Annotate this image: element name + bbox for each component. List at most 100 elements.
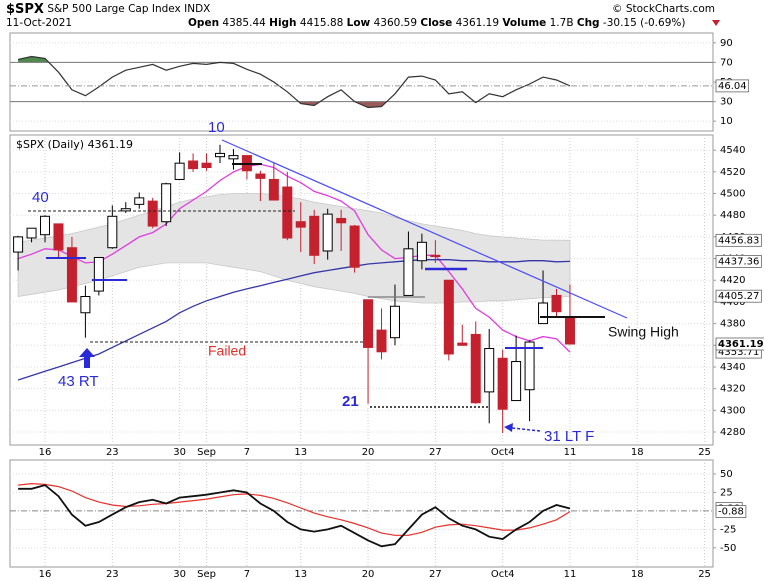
x-tick-label: 20 [362,447,375,458]
x-tick-label: 16 [39,447,52,458]
y-tick-label: 4520 [720,167,745,178]
legend-value: 4361.19 [88,138,134,151]
y-tick-label: 70 [720,57,733,68]
candle-body [551,294,562,313]
stat-label: Close [420,17,452,29]
candle-body [107,215,118,249]
last-value-box [715,337,764,351]
candle-body [363,299,374,348]
x-tick-label: 7 [244,569,250,580]
candle-body [26,227,37,239]
x-tick-label: 11 [564,569,577,580]
candle-body [295,221,306,228]
candle-body [403,248,414,296]
y-tick-label: -50 [720,543,736,554]
y-tick-label: 90 [720,38,733,49]
x-tick-label: 30 [173,447,186,458]
annotations: 10 40 43 RT Failed 21 31 LT F Swing High [28,119,679,445]
candle-body [188,160,199,170]
x-tick-label: 30 [173,569,186,580]
stat-value: 4415.88 [300,17,343,29]
x-tick-label: 20 [362,569,375,580]
arrow-head [504,423,513,432]
x-tick-label: 23 [106,569,119,580]
candle-body [147,200,158,227]
last-value-label: 4361.19 [718,339,764,350]
candle-body [255,173,266,179]
trend-line [221,139,628,319]
candle-body [322,213,333,252]
last-value-label: 4437.36 [718,256,759,267]
x-tick-label: 23 [106,447,119,458]
candle-body [282,186,293,239]
date: 11-Oct-2021 [6,17,72,29]
annotation: 43 RT [58,373,99,390]
x-tick-label: 27 [429,447,442,458]
overlay-line [17,259,571,381]
plot-layer: 16 23 30 Sep 7 13 20 27 Oct4 11 18 25 4280 4300 4320 43… [10,38,764,580]
y-tick-label: 4340 [720,362,745,373]
candle-body [376,329,387,353]
candle-body [13,236,24,253]
candle-body [93,256,104,292]
candle-body [161,183,172,223]
last-value-label: 46.04 [718,81,747,92]
y-tick-label: 4300 [720,405,745,416]
x-tick-label: Sep [197,569,216,580]
candle-body [511,361,522,402]
annotation: 21 [342,393,359,410]
candle-body [309,215,320,256]
candle-body [470,333,481,404]
candle-body [564,317,575,345]
stat-label: Low [347,17,371,29]
x-tick-label: Oct4 [491,569,515,580]
x-tick-label: 7 [244,447,250,458]
y-tick-label: 4320 [720,384,745,395]
symbol: $SPX [6,2,44,17]
annotation: Failed [208,343,246,359]
stat-value: 1.7B [550,17,574,29]
last-value-label: -0.88 [718,507,744,518]
stat-value: -30.15 (-0.69%) [603,17,686,29]
copyright: © StockCharts.com [612,3,715,15]
x-tick-label: Oct4 [491,447,515,458]
exchange: INDX [184,3,210,15]
annotation: 31 LT F [544,428,594,445]
y-tick-label: 4480 [720,210,745,221]
last-value-box [715,289,762,303]
down-triangle [712,20,720,26]
stat-value: 4361.19 [456,17,499,29]
candle-body [80,296,91,314]
stat-label: High [269,17,296,29]
x-tick-label: 25 [698,569,711,580]
macd-panel [9,459,714,568]
y-tick-label: -25 [720,524,736,535]
price-panel [9,134,714,446]
candle-body [53,223,64,251]
header-line: $SPX S&P 500 Large Cap Index INDX [6,2,210,17]
candle-body [416,241,427,262]
price-legend: $SPX (Daily) 4361.19 [16,138,133,151]
stats-line: Open 4385.44 High 4415.88 Low 4360.59 Cl… [188,17,685,29]
line [18,484,571,548]
candle-body [524,341,535,391]
y-tick-label: 25 [720,487,733,498]
y-tick-label: 4500 [720,189,745,200]
candle-body [201,162,212,169]
last-value-label: 4456.83 [718,235,759,246]
x-tick-label: 27 [429,569,442,580]
stat-value: 4360.59 [374,17,417,29]
up-arrow [79,348,95,368]
x-tick-label: Sep [197,447,216,458]
candle-body [443,279,454,355]
last-value-label: 4353.71 [718,347,759,358]
last-value-box [715,255,762,268]
index-name: S&P 500 Large Cap Index [47,3,180,15]
x-tick-label: 18 [631,447,644,458]
candle-body [430,254,441,258]
x-tick-label: 16 [39,569,52,580]
candle-body [336,217,347,224]
candle-body [349,225,360,268]
candle-body [484,348,495,393]
overlay-line [17,163,571,353]
